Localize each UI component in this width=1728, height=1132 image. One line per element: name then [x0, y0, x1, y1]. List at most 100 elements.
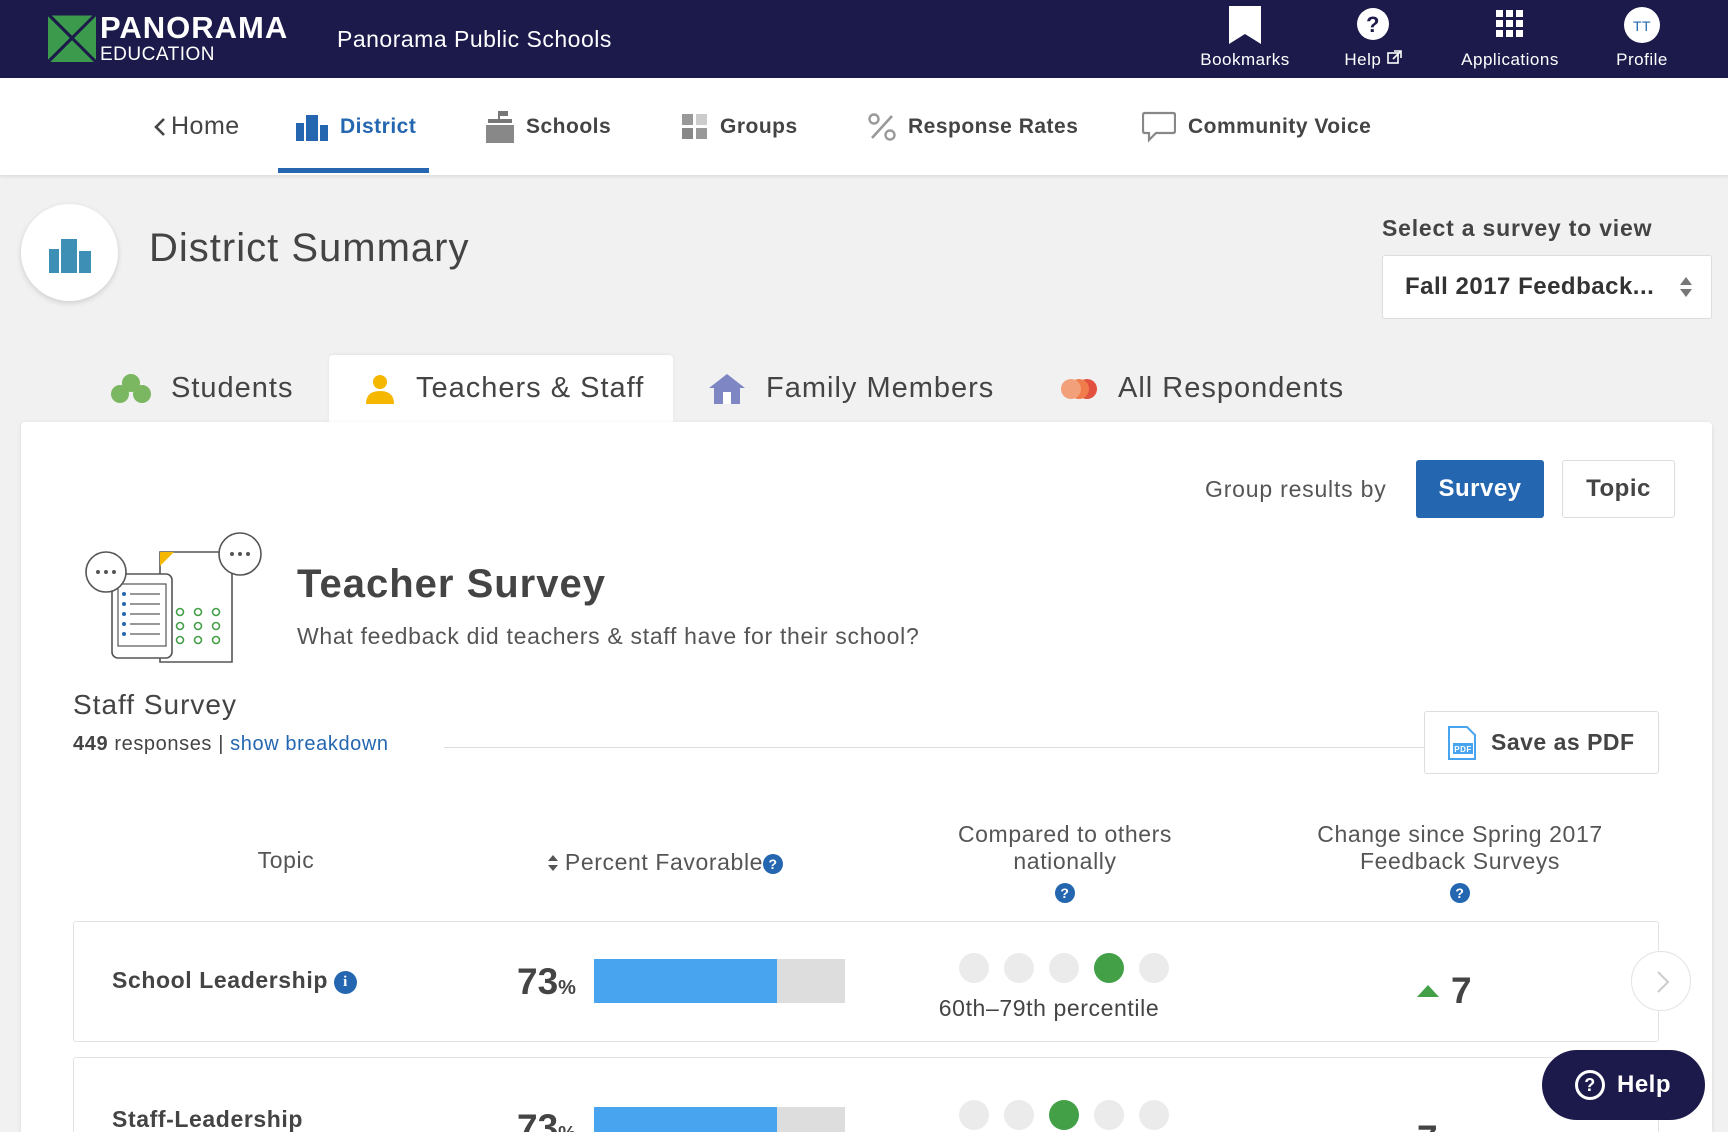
nav-district[interactable]: District	[296, 78, 416, 175]
survey-select[interactable]: Fall 2017 Feedback...	[1382, 255, 1712, 319]
percentile-dot	[959, 953, 989, 983]
tab-family-members[interactable]: Family Members	[708, 355, 994, 422]
group-results-label: Group results by	[1205, 476, 1387, 502]
percentile-dot	[1049, 953, 1079, 983]
save-as-pdf-button[interactable]: PDF Save as PDF	[1424, 711, 1659, 774]
logo-wordmark: PANORAMA EDUCATION	[100, 12, 288, 64]
help-link[interactable]: ? Help	[1333, 6, 1413, 72]
save-as-pdf-label: Save as PDF	[1491, 729, 1635, 755]
percentile-dot	[1094, 953, 1124, 983]
percentile-dot	[1094, 1100, 1124, 1130]
nav-district-label: District	[340, 114, 417, 138]
percentile-dot	[1004, 1100, 1034, 1130]
tab-all-respondents[interactable]: All Respondents	[1060, 355, 1344, 422]
nav-schools-label: Schools	[526, 114, 612, 138]
percentile-dot	[959, 1100, 989, 1130]
survey-illustration	[85, 532, 262, 663]
percent-favorable-value: 73%	[517, 1107, 576, 1132]
percent-favorable-number: 73	[517, 961, 559, 1002]
house-icon	[709, 373, 745, 404]
tab-all-respondents-label: All Respondents	[1118, 372, 1345, 404]
page-title: District Summary	[149, 226, 470, 270]
group-by-topic-button[interactable]: Topic	[1562, 460, 1675, 518]
applications-button[interactable]: Applications	[1450, 6, 1570, 72]
tab-teachers-staff-label: Teachers & Staff	[416, 372, 645, 404]
bookmarks-label: Bookmarks	[1200, 50, 1290, 69]
district-summary-icon-badge	[21, 204, 118, 301]
nav-response-rates-label: Response Rates	[908, 114, 1079, 138]
percent-favorable-number: 73	[517, 1107, 559, 1132]
percentile-label: 60th–79th percentile	[938, 995, 1160, 1021]
responses-separator: |	[218, 733, 224, 755]
row-topic: Staff-Leadership	[112, 1106, 303, 1132]
percentile-dots	[959, 1100, 1184, 1130]
nav-community-voice[interactable]: Community Voice	[1142, 78, 1371, 175]
column-header-compared: Compared to others nationally ?	[920, 821, 1210, 903]
profile-label: Profile	[1616, 50, 1668, 69]
avatar-initials: TT	[1633, 18, 1651, 34]
percent-favorable-unit: %	[558, 1123, 576, 1132]
bookmarks-button[interactable]: Bookmarks	[1195, 6, 1295, 72]
help-icon[interactable]: ?	[763, 853, 784, 874]
percentile-dots	[959, 953, 1184, 983]
percent-favorable-unit: %	[558, 977, 576, 999]
help-chat-button[interactable]: ? Help	[1542, 1050, 1705, 1120]
table-row[interactable]: School Leadership i 73% 60th–79th percent…	[73, 921, 1691, 1042]
teacher-icon	[366, 374, 394, 404]
section-divider	[444, 747, 1424, 748]
change-line2: Feedback Surveys	[1359, 848, 1561, 874]
row-expand-button[interactable]	[1631, 951, 1691, 1011]
nav-groups[interactable]: Groups	[682, 78, 798, 175]
tab-students-label: Students	[171, 372, 294, 404]
nav-home[interactable]: Home	[153, 78, 240, 175]
tab-family-members-label: Family Members	[766, 372, 995, 404]
row-topic-label: School Leadership	[112, 967, 328, 993]
nav-schools[interactable]: Schools	[486, 78, 611, 175]
groups-icon	[682, 113, 707, 139]
grid-icon	[1496, 10, 1523, 37]
pdf-file-icon: PDF	[1448, 725, 1476, 760]
percentile-dot	[1004, 953, 1034, 983]
nav-community-voice-label: Community Voice	[1188, 114, 1372, 138]
section-title: Staff Survey	[73, 689, 238, 720]
change-line1: Change since Spring 2017	[1317, 821, 1603, 847]
district-icon	[296, 114, 328, 141]
tab-students[interactable]: Students	[111, 355, 351, 422]
nav-bar: Home District Schools Groups Response Ra…	[0, 78, 1728, 175]
table-row[interactable]: Staff-Leadership 73% 7	[73, 1057, 1659, 1132]
responses-word: responses	[114, 733, 213, 755]
survey-select-value: Fall 2017 Feedback...	[1405, 273, 1655, 300]
column-header-topic: Topic	[257, 847, 315, 873]
panorama-logo[interactable]	[48, 14, 96, 62]
district-icon	[49, 239, 91, 273]
percentile-dot	[1139, 1100, 1169, 1130]
sort-arrows-icon	[1680, 277, 1692, 297]
school-icon	[486, 110, 514, 143]
survey-title: Teacher Survey	[297, 562, 606, 606]
nav-groups-label: Groups	[720, 114, 798, 138]
nav-response-rates[interactable]: Response Rates	[868, 78, 1078, 175]
change-value: 7	[1417, 970, 1472, 1012]
change-number: 7	[1451, 970, 1472, 1011]
help-icon[interactable]: ?	[1055, 882, 1075, 903]
change-number: 7	[1417, 1118, 1438, 1132]
survey-subtitle: What feedback did teachers & staff have …	[297, 623, 920, 649]
pdf-badge-text: PDF	[1454, 745, 1472, 754]
logo-sub-text: EDUCATION	[100, 44, 215, 65]
students-icon	[111, 373, 151, 403]
help-chat-label: Help	[1617, 1071, 1672, 1098]
help-icon[interactable]: ?	[1450, 882, 1470, 903]
group-by-survey-button[interactable]: Survey	[1416, 460, 1544, 518]
compared-line2: nationally	[1013, 848, 1117, 874]
responses-line: 449 responses | show breakdown	[73, 733, 389, 756]
tab-teachers-staff[interactable]: Teachers & Staff	[329, 355, 673, 422]
profile-button[interactable]: TT Profile	[1600, 6, 1684, 72]
percent-favorable-bar-fill	[594, 959, 778, 1003]
applications-label: Applications	[1461, 50, 1559, 69]
chevron-left-icon	[154, 117, 165, 136]
column-header-percent-favorable[interactable]: Percent Favorable?	[520, 849, 810, 876]
responses-count: 449	[73, 733, 109, 755]
info-icon[interactable]: i	[333, 971, 357, 994]
show-breakdown-link[interactable]: show breakdown	[230, 733, 389, 755]
percent-favorable-value: 73%	[517, 961, 576, 1003]
